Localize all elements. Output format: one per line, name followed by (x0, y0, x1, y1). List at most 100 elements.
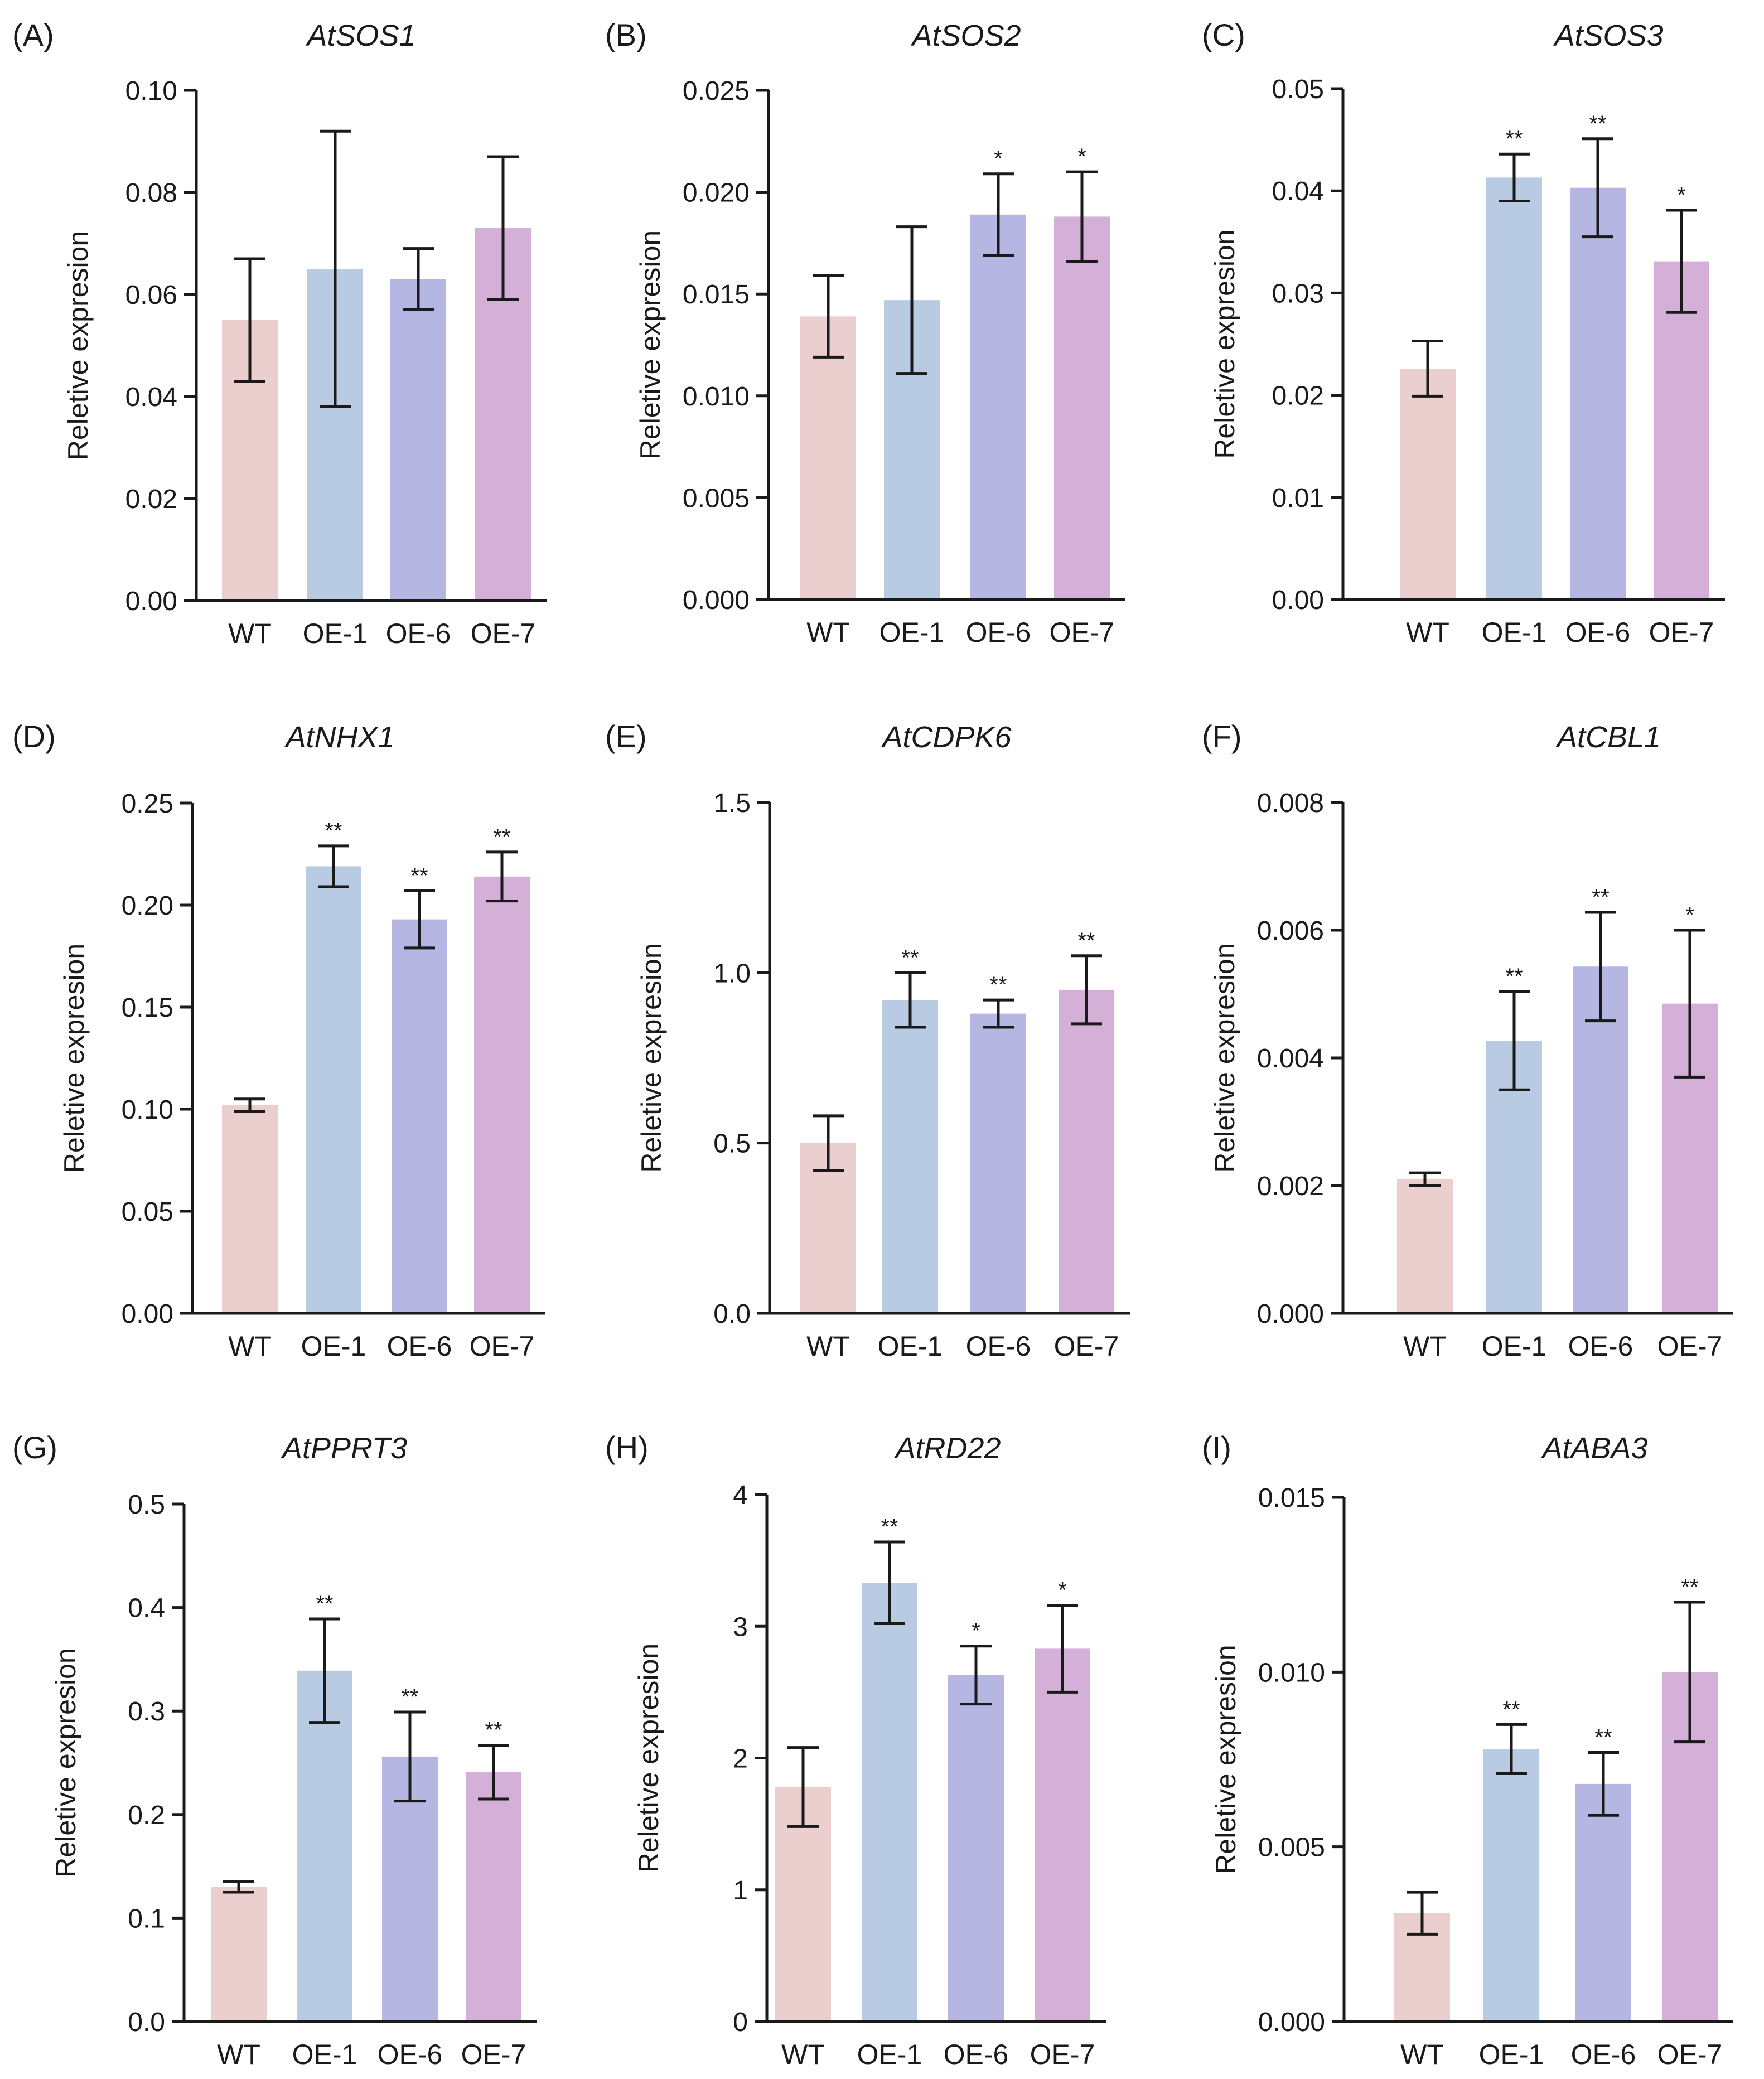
x-tick-label: OE-1 (1482, 617, 1547, 648)
bar (1483, 1749, 1539, 2022)
x-tick-label: OE-6 (1565, 617, 1631, 648)
y-tick-label: 0.4 (128, 1594, 165, 1623)
bar (1573, 966, 1628, 1313)
y-tick-label: 0.2 (128, 1801, 165, 1830)
bar (392, 919, 447, 1313)
panel-label: (H) (605, 1430, 649, 1465)
y-tick-label: 0.03 (1272, 279, 1324, 308)
x-tick-label: OE-1 (292, 2039, 357, 2070)
x-tick-label: OE-1 (1479, 2039, 1544, 2070)
x-tick-label: OE-6 (1568, 1331, 1633, 1362)
bar (1575, 1783, 1631, 2022)
y-tick-label: 0.000 (683, 586, 750, 615)
y-tick-label: 0.015 (1258, 1483, 1325, 1513)
x-tick-label: OE-6 (1571, 2039, 1636, 2070)
chart-title: AtSOS3 (1553, 19, 1663, 52)
y-tick-label: 0.1 (128, 1904, 165, 1933)
x-tick-label: OE-7 (471, 618, 536, 649)
bar (970, 1013, 1026, 1313)
y-tick-label: 0.01 (1272, 484, 1324, 513)
y-tick-label: 0.02 (1272, 381, 1324, 411)
bar (1654, 261, 1709, 599)
y-tick-label: 2 (733, 1744, 748, 1774)
y-tick-label: 1 (733, 1876, 748, 1906)
x-tick-label: WT (228, 618, 272, 649)
chart-panel: (F) AtCBL1*****0.0000.0020.0040.0060.008W… (1202, 719, 1733, 1362)
bar (1059, 989, 1114, 1313)
y-tick-label: 4 (733, 1481, 748, 1510)
bar (474, 876, 530, 1313)
x-tick-label: OE-1 (303, 618, 368, 649)
significance-label: * (1077, 144, 1086, 169)
chart-panel: (B) AtSOS2 * * 0.000 0.005 0.010 0.015 0.020 0.02… (605, 17, 1125, 648)
significance-label: ** (1502, 1697, 1520, 1722)
x-tick-label: OE-7 (1054, 1331, 1119, 1362)
significance-label: ** (901, 945, 919, 970)
x-tick-label: OE-6 (386, 618, 451, 649)
bar (948, 1675, 1004, 2022)
x-tick-label: WT (1403, 1331, 1447, 1362)
x-tick-label: OE-7 (1050, 617, 1115, 648)
panel-label: (E) (605, 719, 647, 754)
significance-label: ** (485, 1718, 502, 1742)
bar (211, 1887, 267, 2022)
panel-label: (F) (1202, 719, 1242, 754)
bar (222, 1105, 278, 1313)
y-tick-label: 0.000 (1257, 1299, 1324, 1329)
y-tick-label: 0.05 (1272, 75, 1324, 104)
x-tick-label: OE-6 (387, 1331, 452, 1362)
chart-title: AtNHX1 (284, 721, 394, 754)
significance-label: * (972, 1619, 980, 1643)
x-tick-label: OE-6 (966, 617, 1031, 648)
y-tick-label: 0.000 (1258, 2008, 1325, 2037)
y-tick-label: 1.5 (713, 789, 751, 818)
y-axis-label: Reletive expresion (633, 1643, 664, 1873)
bar (1570, 187, 1626, 600)
y-axis-label: Reletive expresion (636, 943, 667, 1172)
panel-label: (C) (1202, 17, 1245, 52)
y-tick-label: 0.005 (683, 484, 750, 513)
panel-label: (G) (12, 1430, 57, 1465)
x-tick-label: OE-7 (470, 1331, 535, 1362)
bar (862, 1583, 917, 2022)
significance-label: ** (1592, 885, 1609, 910)
y-tick-label: 0.004 (1257, 1044, 1324, 1074)
bar (1054, 216, 1110, 599)
y-tick-label: 0.015 (683, 280, 750, 310)
y-tick-label: 0.010 (683, 382, 750, 412)
chart-title: AtSOS2 (910, 19, 1021, 52)
x-tick-label: OE-7 (461, 2039, 526, 2070)
y-axis-label: Reletive expresion (50, 1648, 81, 1877)
y-tick-label: 0.008 (1257, 789, 1324, 818)
bar (800, 316, 856, 599)
y-tick-label: 0.00 (1272, 586, 1324, 615)
chart-panel: (C) AtSOS3*****0.000.010.020.030.040.05WT… (1202, 17, 1725, 648)
bar (390, 279, 446, 601)
panel-label: (D) (12, 719, 56, 754)
x-tick-label: WT (806, 617, 850, 648)
significance-label: ** (1594, 1725, 1612, 1749)
bar (1397, 1179, 1453, 1313)
chart-title: AtCDPK6 (881, 721, 1012, 754)
bar (882, 1000, 938, 1313)
y-tick-label: 3 (733, 1612, 748, 1642)
x-tick-label: WT (1400, 2039, 1444, 2070)
y-tick-label: 0.04 (125, 383, 177, 412)
significance-label: ** (1505, 964, 1523, 989)
bar (306, 866, 361, 1313)
x-tick-label: OE-1 (879, 617, 945, 648)
y-tick-label: 0.3 (128, 1697, 165, 1727)
panel-label: (I) (1202, 1430, 1231, 1465)
x-tick-label: OE-6 (944, 2039, 1009, 2070)
significance-label: * (1058, 1578, 1067, 1602)
x-tick-label: WT (217, 2039, 260, 2070)
bar (466, 1772, 521, 2022)
bar (970, 214, 1026, 600)
y-tick-label: 0.00 (122, 1299, 173, 1329)
significance-label: ** (989, 973, 1007, 997)
y-tick-label: 0.006 (1257, 916, 1324, 946)
significance-label: ** (881, 1515, 898, 1539)
x-tick-label: OE-1 (857, 2039, 922, 2070)
